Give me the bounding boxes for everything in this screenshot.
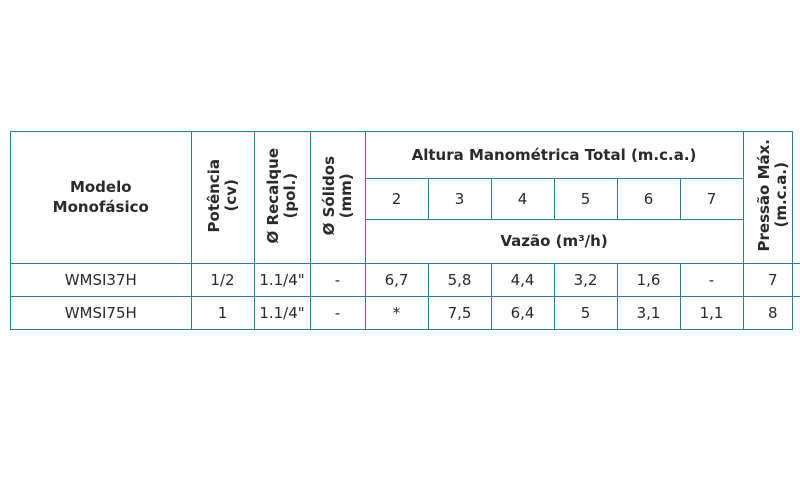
flow-cell: 4,4 bbox=[490, 262, 555, 297]
model-header: Modelo Monofásico bbox=[11, 132, 192, 264]
flow-cell: 3,2 bbox=[553, 262, 618, 297]
flow-cell: 1,6 bbox=[616, 262, 681, 297]
model-header-label: Modelo Monofásico bbox=[52, 178, 149, 217]
discharge-header: Ø Recalque (pol.) bbox=[253, 132, 311, 264]
height-cell: 4 bbox=[490, 177, 555, 220]
solids-cell: - bbox=[309, 262, 366, 297]
table-row: WMSI37H 1/2 1.1/4" - 6,7 5,8 4,4 3,2 1,6… bbox=[11, 262, 800, 297]
power-cell: 1 bbox=[190, 295, 255, 329]
power-header-label: Potência (cv) bbox=[204, 158, 240, 232]
flow-cell: 7,5 bbox=[427, 295, 492, 329]
flow-cell: 3,1 bbox=[616, 295, 681, 329]
power-header: Potência (cv) bbox=[190, 132, 255, 264]
flow-cell: 5,8 bbox=[427, 262, 492, 297]
pressure-header-label: Pressão Máx. (m.c.a.) bbox=[754, 139, 790, 252]
flow-cell: 6,4 bbox=[490, 295, 555, 329]
flow-cell: 1,1 bbox=[679, 295, 744, 329]
flow-cell: 6,7 bbox=[364, 262, 429, 297]
flow-cell: 5 bbox=[553, 295, 618, 329]
flow-header: Vazão (m³/h) bbox=[365, 218, 744, 264]
pressure-cell: 8 bbox=[742, 295, 800, 329]
solids-cell: - bbox=[309, 295, 366, 329]
power-cell: 1/2 bbox=[190, 262, 255, 297]
height-cell: 5 bbox=[553, 177, 618, 220]
pressure-cell: 7 bbox=[742, 262, 800, 297]
head-header: Altura Manométrica Total (m.c.a.) bbox=[364, 132, 744, 179]
solids-header-label: Ø Sólidos (mm) bbox=[319, 155, 355, 235]
model-cell: WMSI37H bbox=[11, 262, 192, 297]
flow-cell: * bbox=[364, 295, 429, 329]
pressure-header: Pressão Máx. (m.c.a.) bbox=[742, 132, 800, 264]
flow-cell: - bbox=[679, 262, 744, 297]
solids-header: Ø Sólidos (mm) bbox=[309, 132, 366, 264]
height-cell: 7 bbox=[679, 177, 744, 220]
model-cell: WMSI75H bbox=[11, 295, 192, 329]
specs-table: Modelo Monofásico Potência (cv) Ø Recalq… bbox=[11, 132, 800, 329]
height-cell: 3 bbox=[427, 177, 492, 220]
table-row: WMSI75H 1 1.1/4" - * 7,5 6,4 5 3,1 1,1 8 bbox=[11, 295, 800, 329]
height-cell: 2 bbox=[365, 177, 429, 220]
specs-table-frame: Modelo Monofásico Potência (cv) Ø Recalq… bbox=[10, 131, 800, 330]
discharge-cell: 1.1/4" bbox=[253, 262, 311, 297]
height-cell: 6 bbox=[616, 177, 681, 220]
discharge-cell: 1.1/4" bbox=[253, 295, 311, 329]
discharge-header-label: Ø Recalque (pol.) bbox=[264, 147, 299, 243]
